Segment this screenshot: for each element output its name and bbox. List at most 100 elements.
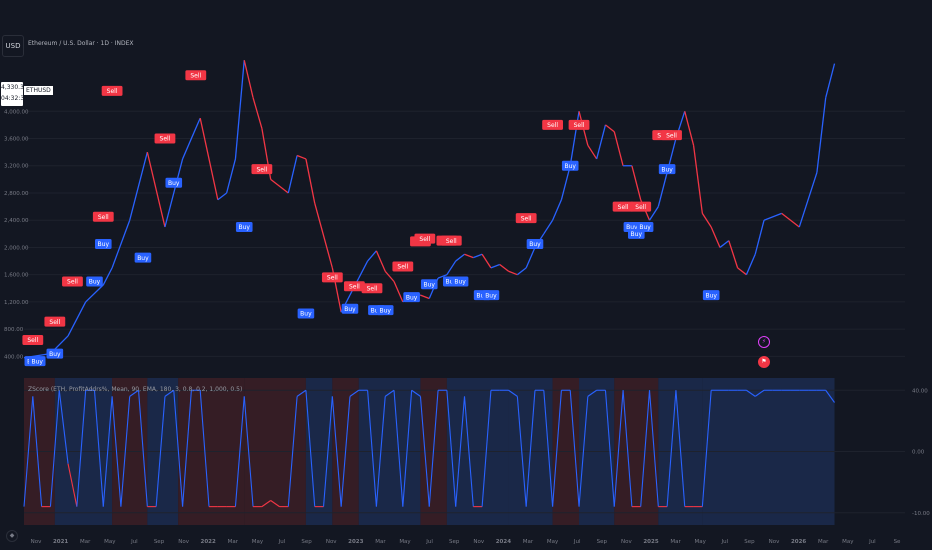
price-segment	[446, 260, 457, 276]
zscore-segment	[182, 390, 192, 507]
buy-signal-box	[561, 160, 579, 171]
sell-signal: Sell	[22, 335, 44, 346]
zscore-segment	[137, 390, 148, 507]
x-tick-label: May	[547, 539, 559, 545]
price-segment	[657, 172, 668, 207]
sell-signal-box	[612, 201, 634, 212]
buy-signal-box	[134, 252, 152, 263]
zscore-segment	[93, 390, 104, 507]
price-segment	[234, 60, 245, 159]
x-tick-label: 2021	[53, 539, 68, 545]
price-segment	[226, 158, 237, 194]
price-segment	[437, 274, 448, 279]
sell-signal-box	[440, 235, 462, 246]
price-segment	[508, 270, 518, 276]
price-ytick-label: 800.00	[4, 327, 24, 333]
signal-label: Sell	[49, 319, 60, 326]
price-segment	[305, 158, 316, 204]
buy-signal: Buy	[636, 222, 654, 233]
bar-countdown: 04:32:34	[1, 95, 28, 102]
signal-label: Buy	[661, 166, 673, 173]
price-segment	[217, 192, 228, 201]
sell-signal-box	[392, 261, 414, 272]
zscore-segment	[173, 390, 184, 507]
signal-label: Buy	[137, 255, 149, 262]
price-segment	[763, 212, 782, 221]
signal-label: Buy	[476, 292, 488, 299]
zscore-segment	[340, 396, 351, 507]
zscore-segment	[234, 396, 245, 507]
price-segment	[375, 250, 386, 272]
buy-signal-box	[526, 239, 544, 250]
x-tick-label: Jul	[868, 539, 876, 545]
x-tick-label: Sep	[597, 539, 608, 545]
zscore-segment	[666, 390, 677, 507]
zscore-segment	[164, 389, 175, 397]
buy-signal: Buy	[165, 177, 183, 188]
sell-signal-box	[62, 276, 83, 287]
price-segment	[516, 267, 527, 276]
sell-signal: Sell	[515, 213, 537, 224]
price-segment	[481, 253, 492, 269]
x-tick-label: 2025	[643, 539, 658, 545]
price-segment	[252, 97, 263, 129]
price-segment	[605, 124, 615, 133]
signal-label: Sell	[27, 337, 38, 344]
flag-icon[interactable]: ⚑	[758, 356, 770, 368]
price-segment	[111, 219, 131, 269]
price-segment	[129, 151, 148, 221]
sell-signal: Sell	[154, 133, 176, 144]
price-segment	[525, 247, 536, 269]
price-segment	[543, 219, 554, 235]
signal-label: Buy	[371, 307, 383, 314]
lightning-icon[interactable]: ⚡	[758, 336, 770, 348]
signal-label: Sell	[256, 166, 267, 173]
zscore-segment	[120, 396, 131, 507]
buy-signal: Buy	[561, 160, 579, 171]
signal-label: Buy	[98, 241, 110, 248]
sell-signal: Sell	[101, 85, 123, 96]
zscore-segment	[261, 500, 271, 508]
zscore-segment	[199, 390, 210, 507]
buy-signal: Buy	[46, 348, 64, 359]
buy-signal-box	[636, 222, 654, 233]
zscore-segment	[446, 390, 457, 507]
zscore-segment	[604, 390, 615, 507]
x-tick-label: Sep	[301, 539, 312, 545]
sell-signal: Sell	[343, 281, 365, 292]
buy-signal: Buy	[235, 222, 253, 233]
sell-signal-box	[154, 133, 176, 144]
sell-signal-box	[44, 316, 66, 327]
last-price: 4,330.33	[1, 84, 28, 91]
price-segment	[287, 155, 298, 194]
price-segment	[728, 240, 739, 269]
price-segment	[146, 151, 166, 228]
indicator-chart[interactable]: 40.00 0.00 -10.00 Nov 2021 Mar May Jul Sep Nov 202…	[0, 375, 932, 550]
zscore-segment	[508, 389, 518, 397]
sell-signal-box	[343, 281, 365, 292]
x-tick-label: Jul	[278, 539, 286, 545]
zscore-segment	[23, 396, 34, 507]
price-segment	[684, 111, 695, 146]
signal-label: Sell	[618, 204, 629, 211]
zscore-segment	[622, 390, 633, 507]
price-ytick-label: 3,600.00	[4, 137, 29, 143]
sell-signal-box	[92, 211, 114, 222]
currency-selector[interactable]: USD	[2, 35, 24, 57]
x-tick-label: Sep	[744, 539, 755, 545]
x-tick-label: Mar	[523, 539, 534, 545]
zscore-segment	[455, 396, 466, 507]
zscore-segment	[613, 390, 624, 507]
signal-label: Sell	[419, 236, 430, 243]
symbol-title: Ethereum / U.S. Dollar · 1D · INDEX	[28, 40, 134, 47]
buy-signal: Buy	[341, 303, 359, 314]
tradingview-logo-icon[interactable]: ◆	[6, 530, 18, 542]
price-chart[interactable]: 400.00 800.00 1,200.00 1,600.00 2,000.00 2,40…	[0, 0, 932, 375]
buy-signal-box	[235, 222, 253, 233]
price-ytick-label: 2,000.00	[4, 245, 29, 251]
signal-label: Buy	[631, 231, 643, 238]
zscore-segment	[825, 389, 835, 403]
x-tick-label: Jul	[573, 539, 581, 545]
buy-signal: Buy	[376, 305, 394, 316]
sell-signal-box	[22, 335, 44, 346]
